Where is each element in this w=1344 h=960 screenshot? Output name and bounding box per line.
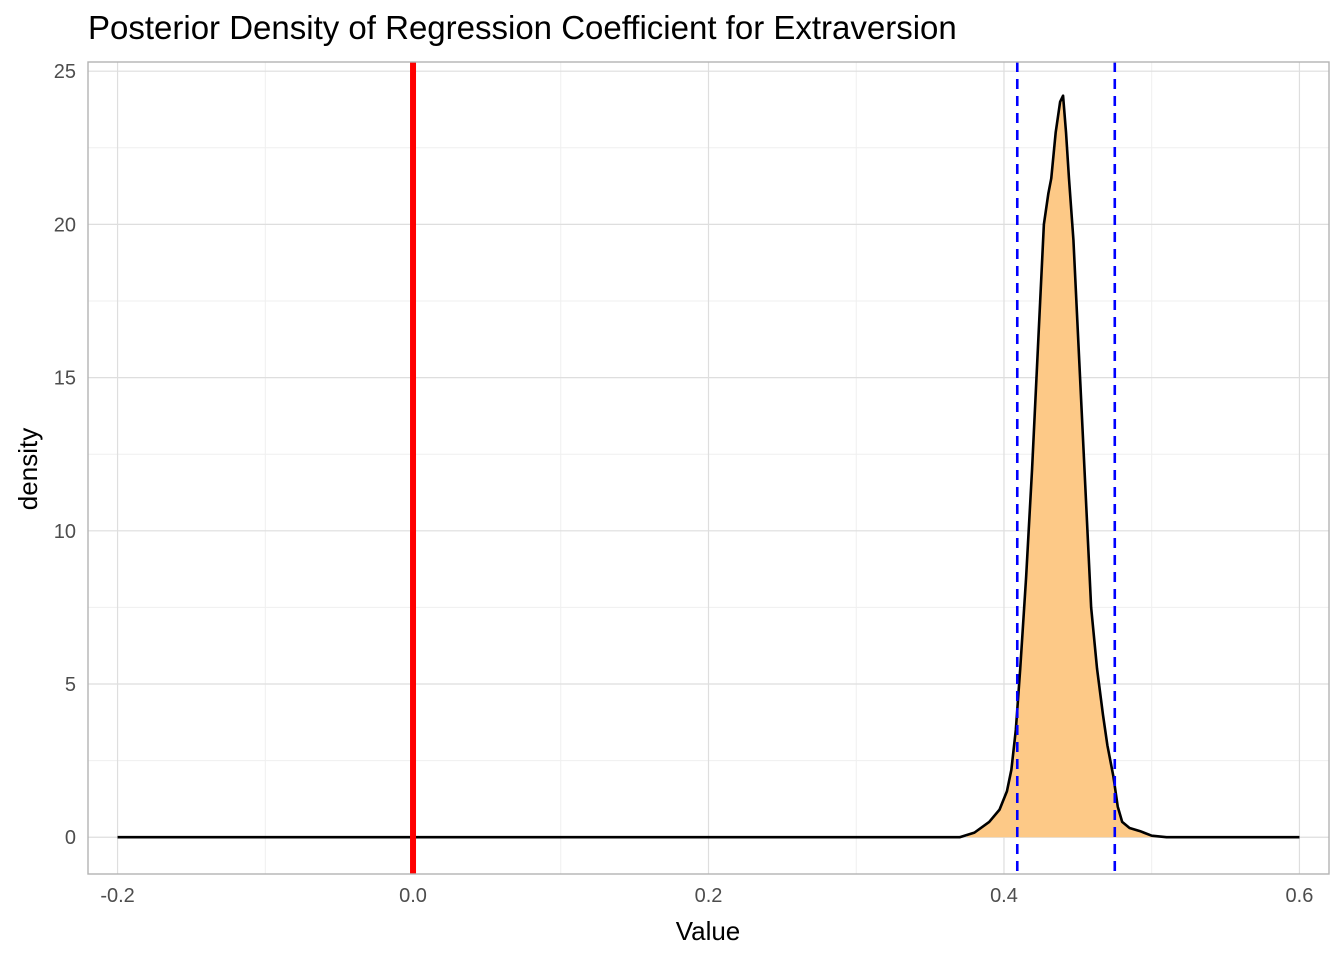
density-fill-layer: [967, 95, 1167, 838]
x-tick-label: 0.4: [990, 885, 1018, 907]
tick-labels: -0.2 0.0 0.2 0.4 0.6 0 5 10 15 20 25: [54, 61, 1314, 907]
y-tick-label: 25: [54, 61, 76, 83]
x-tick-label: -0.2: [100, 885, 134, 907]
y-tick-label: 0: [65, 827, 76, 849]
x-tick-label: 0.0: [399, 885, 427, 907]
panel-border: [87, 61, 1330, 875]
reference-lines-layer: [410, 62, 1117, 874]
y-tick-label: 20: [54, 214, 76, 236]
density-curve: [117, 94, 1300, 839]
y-tick-label: 10: [54, 521, 76, 543]
x-tick-label: 0.2: [695, 885, 723, 907]
grid: [88, 62, 1329, 874]
chart-title: Posterior Density of Regression Coeffici…: [88, 9, 957, 46]
x-tick-label: 0.6: [1286, 885, 1314, 907]
y-tick-label: 5: [65, 674, 76, 696]
y-tick-label: 15: [54, 368, 76, 390]
density-curve-layer: [117, 94, 1300, 839]
y-axis-title: density: [13, 428, 43, 510]
density-fill: [967, 95, 1167, 838]
x-axis-title: Value: [676, 916, 741, 946]
